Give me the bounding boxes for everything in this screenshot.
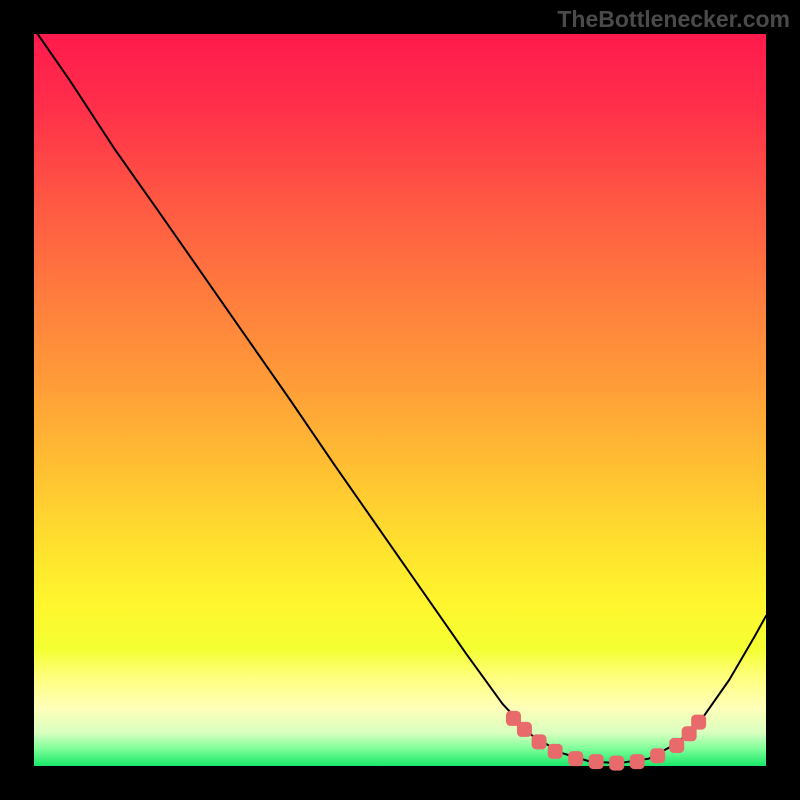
valley-marker [610, 756, 624, 770]
valley-marker [517, 722, 531, 736]
valley-marker [692, 715, 706, 729]
chart-svg [0, 0, 800, 800]
valley-marker [630, 755, 644, 769]
watermark-text: TheBottlenecker.com [557, 6, 790, 33]
valley-marker [532, 735, 546, 749]
plot-background [34, 34, 766, 766]
valley-marker [569, 752, 583, 766]
valley-marker [589, 755, 603, 769]
valley-marker [548, 744, 562, 758]
valley-marker [651, 749, 665, 763]
chart-root: TheBottlenecker.com [0, 0, 800, 800]
valley-marker [670, 739, 684, 753]
